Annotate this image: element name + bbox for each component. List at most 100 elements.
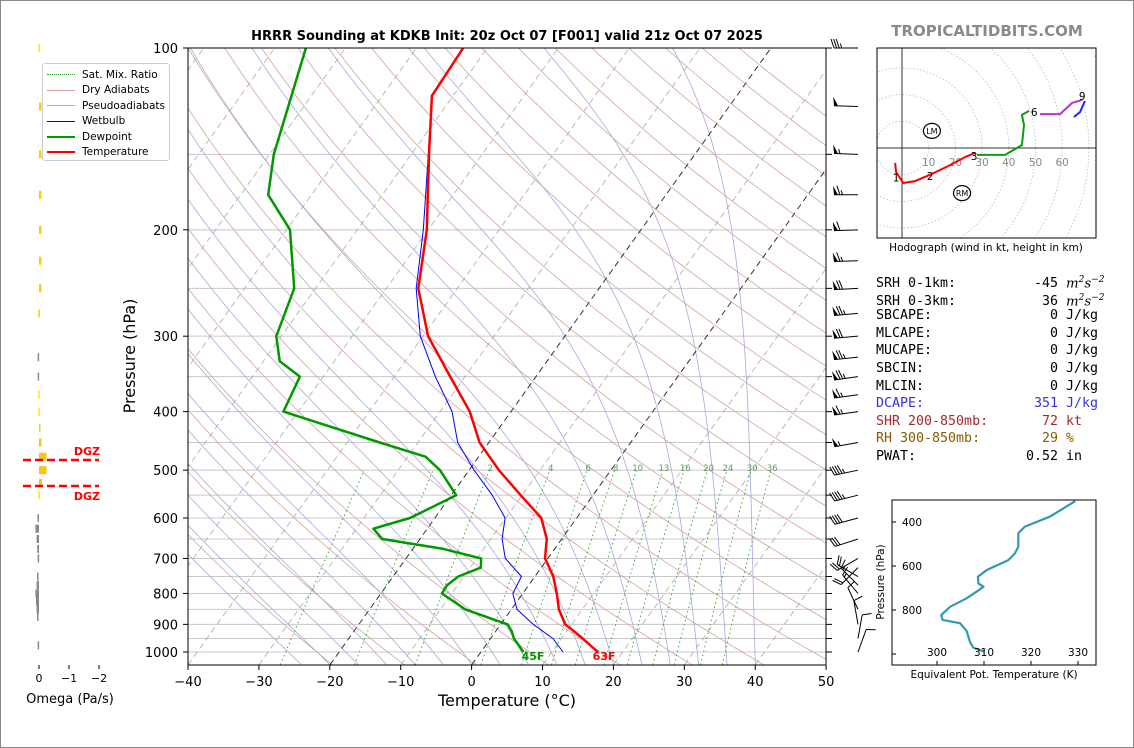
moist-adiabat-line bbox=[188, 553, 302, 665]
mixing-ratio-line bbox=[279, 470, 365, 665]
wind-barb bbox=[836, 555, 859, 577]
moist-adiabat-line bbox=[188, 494, 359, 665]
mixing-ratio-line bbox=[721, 470, 772, 665]
hodograph-ring-label: 10 bbox=[922, 157, 935, 169]
dry-adiabat-line bbox=[297, 48, 826, 507]
moist-adiabat-line bbox=[188, 524, 331, 665]
legend-swatch bbox=[47, 135, 75, 138]
barb-pennant bbox=[832, 306, 839, 316]
wind-barb bbox=[833, 144, 859, 155]
moist-adiabat-line bbox=[188, 393, 444, 665]
barb-staff bbox=[835, 538, 859, 547]
omega-bar bbox=[39, 256, 42, 265]
barb-feather bbox=[832, 562, 840, 570]
omega-bar bbox=[37, 612, 39, 621]
barb-feather bbox=[838, 328, 844, 338]
barb-feather bbox=[862, 613, 872, 616]
theta-e-panel: 300 310 320 330 400 600 800 bbox=[892, 500, 1088, 665]
hodograph-segment bbox=[894, 152, 976, 184]
omega-bar bbox=[35, 589, 39, 598]
dgz-label: DGZ bbox=[74, 490, 100, 503]
stat-label: SRH 0-3km: bbox=[876, 294, 957, 310]
barb-feather bbox=[836, 185, 841, 195]
theta-e-y-tick-label: 600 bbox=[902, 561, 922, 573]
barb-feather bbox=[829, 516, 836, 525]
mixing-ratio-label: 24 bbox=[723, 464, 734, 474]
storm-motion-label: RM bbox=[956, 189, 969, 198]
legend-swatch bbox=[47, 120, 75, 122]
stat-unit: J/kg bbox=[1066, 325, 1099, 341]
hodograph-segment bbox=[1073, 100, 1086, 118]
x-tick-label: 40 bbox=[747, 675, 764, 690]
stat-unit: kt bbox=[1066, 413, 1083, 429]
dry-adiabat-line bbox=[518, 48, 826, 301]
barb-feather bbox=[847, 580, 856, 588]
barb-half-feather bbox=[842, 565, 846, 571]
isotherm-line bbox=[188, 48, 417, 369]
x-tick-label: 20 bbox=[605, 675, 622, 690]
wind-barb bbox=[830, 38, 858, 49]
omega-bar bbox=[39, 150, 42, 159]
barb-staff bbox=[834, 312, 859, 316]
barb-staff bbox=[834, 442, 859, 448]
chart-title: HRRR Sounding at KDKB Init: 20z Oct 07 [… bbox=[251, 29, 763, 44]
moist-adiabat-line bbox=[423, 48, 699, 665]
stat-unit: m2s−2 bbox=[1066, 292, 1105, 310]
isotherm-line-emphasis bbox=[329, 48, 772, 665]
theta-e-profile bbox=[940, 500, 1076, 653]
barb-feather bbox=[834, 465, 841, 475]
omega-bar bbox=[39, 466, 47, 475]
barb-feather bbox=[831, 515, 838, 524]
wind-barb bbox=[832, 405, 859, 416]
omega-bar bbox=[37, 641, 40, 650]
x-tick-label: −10 bbox=[387, 675, 414, 690]
wind-barb bbox=[832, 221, 859, 232]
barb-half-feather bbox=[838, 149, 841, 154]
isotherm-line bbox=[188, 48, 488, 468]
barb-feather bbox=[838, 556, 842, 566]
mixing-ratio-line bbox=[700, 470, 752, 665]
skewt-profiles bbox=[266, 48, 599, 653]
barb-staff bbox=[834, 335, 859, 339]
legend-item: Wetbulb bbox=[47, 114, 125, 130]
barb-feather bbox=[831, 537, 839, 546]
omega-tick-label: −1 bbox=[61, 672, 77, 685]
x-tick-label: 50 bbox=[818, 675, 835, 690]
barb-feather bbox=[830, 38, 835, 49]
barb-feather bbox=[834, 491, 841, 500]
hodograph-frame bbox=[876, 47, 1097, 239]
wetbulb-profile bbox=[415, 95, 564, 653]
isotherm-line bbox=[188, 48, 630, 665]
stat-unit: m2s−2 bbox=[1066, 275, 1105, 292]
barb-staff bbox=[842, 574, 859, 594]
mixing-ratio-label: 2 bbox=[488, 464, 493, 474]
hodograph-segment bbox=[977, 110, 1030, 156]
wind-barb bbox=[833, 185, 858, 196]
stat-row: RH 300-850mb: 29% bbox=[876, 430, 1104, 448]
hodograph-ring-label: 40 bbox=[1002, 157, 1015, 169]
surface-temperature-label: 63F bbox=[593, 650, 616, 663]
barb-feather bbox=[853, 595, 863, 602]
barb-half-feather bbox=[840, 190, 844, 195]
mixing-ratio-line bbox=[673, 470, 728, 665]
barb-staff bbox=[833, 260, 859, 263]
hodograph-height-label: 6 bbox=[1031, 107, 1038, 119]
x-tick-label: 0 bbox=[467, 675, 475, 690]
barb-feather bbox=[835, 328, 841, 338]
barb-feather bbox=[835, 38, 840, 49]
moist-adiabat-line bbox=[251, 48, 643, 665]
barb-half-feather bbox=[842, 353, 846, 359]
dry-adiabat-line bbox=[188, 348, 549, 665]
dry-adiabat-line bbox=[371, 48, 826, 436]
dry-adiabat-line bbox=[188, 534, 333, 665]
barb-staff bbox=[833, 229, 859, 232]
mixing-ratio-label: 13 bbox=[659, 464, 670, 474]
y-tick-label: 700 bbox=[153, 552, 178, 567]
omega-tick-label: 0 bbox=[36, 672, 43, 685]
stat-label: MUCAPE: bbox=[876, 343, 933, 359]
omega-panel: DGZ DGZ 0 −1 −2 bbox=[23, 44, 107, 685]
stat-row: MUCAPE: 0 J/kg bbox=[876, 342, 1104, 360]
stat-value: 0 bbox=[1049, 343, 1058, 359]
stat-value: 72 bbox=[1041, 413, 1058, 429]
stat-unit: J/kg bbox=[1066, 360, 1099, 376]
